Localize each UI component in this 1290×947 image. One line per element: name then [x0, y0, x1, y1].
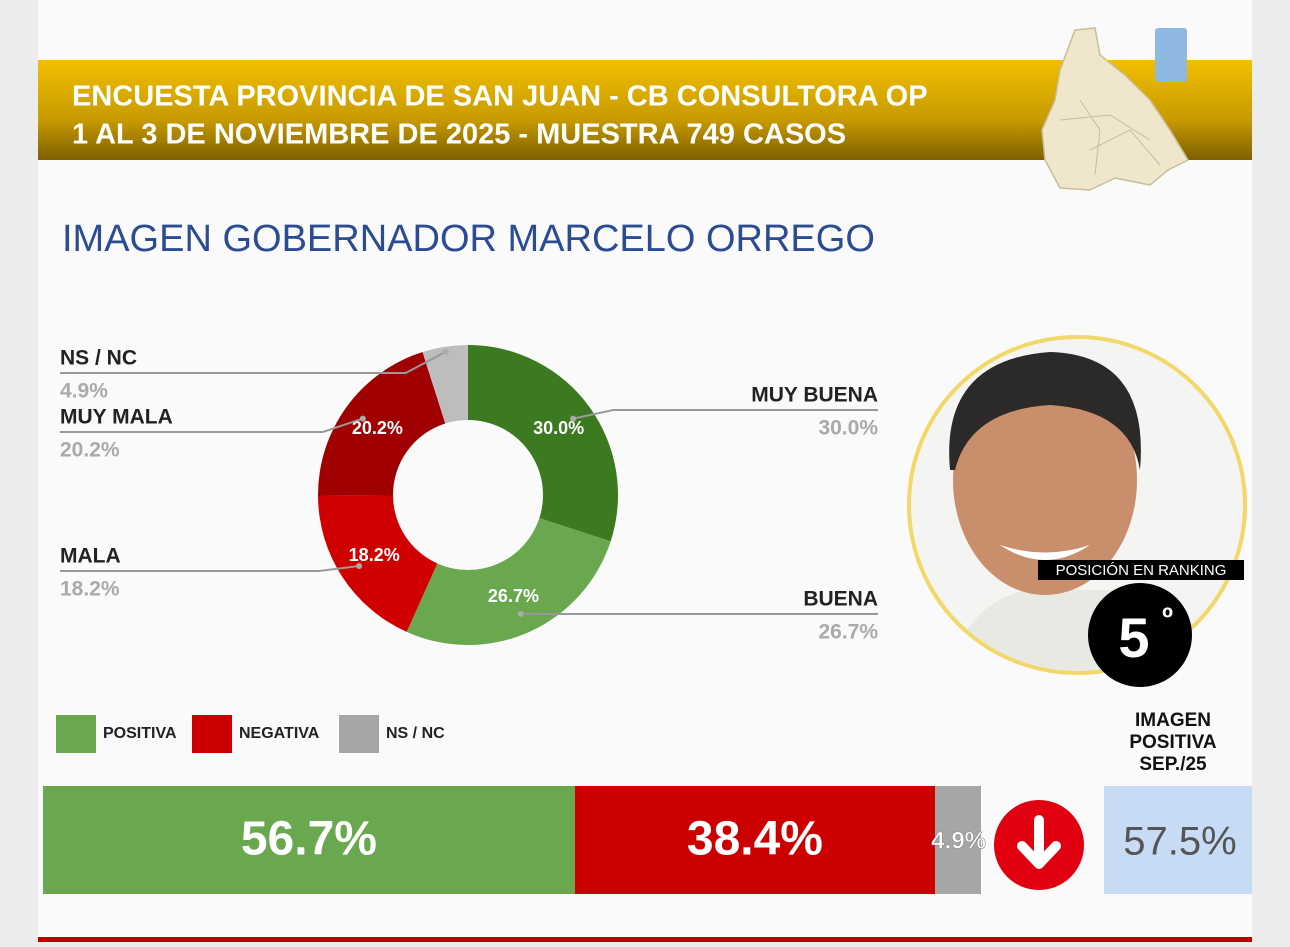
map-icon: [1155, 28, 1187, 82]
leader-dot: [356, 563, 362, 569]
legend-swatch: [56, 715, 96, 753]
category-value: 30.0%: [818, 417, 878, 440]
comparison-value: 57.5%: [1123, 820, 1236, 864]
footer-line: [38, 937, 1252, 942]
ranking-label: POSICIÓN EN RANKING: [1056, 562, 1227, 579]
leader-dot: [360, 416, 366, 422]
bar-label: 38.4%: [687, 813, 823, 866]
leader-dot: [518, 611, 524, 617]
legend-swatch: [192, 715, 232, 753]
slice-label: 18.2%: [349, 545, 400, 565]
slice-label: 26.7%: [488, 586, 539, 606]
legend-label: POSITIVA: [103, 725, 177, 742]
category-label: MALA: [60, 545, 121, 568]
header-line: ENCUESTA PROVINCIA DE SAN JUAN - CB CONS…: [72, 81, 928, 113]
bar-label: 4.9%: [931, 827, 986, 854]
category-label: MUY MALA: [60, 406, 173, 429]
leader-dot: [443, 349, 449, 355]
header-line: 1 AL 3 DE NOVIEMBRE DE 2025 - MUESTRA 74…: [72, 119, 846, 151]
slice-label: 30.0%: [533, 418, 584, 438]
bar-label: 56.7%: [241, 813, 377, 866]
leader-dot: [570, 416, 576, 422]
legend-label: NS / NC: [386, 725, 445, 742]
legend-label: NEGATIVA: [239, 725, 320, 742]
legend-swatch: [339, 715, 379, 753]
category-value: 4.9%: [60, 380, 108, 403]
category-label: NS / NC: [60, 347, 137, 370]
category-value: 26.7%: [818, 621, 878, 644]
comparison-label: IMAGEN: [1135, 710, 1211, 731]
ranking-number: 5: [1118, 606, 1149, 669]
comparison-label: SEP./25: [1139, 754, 1207, 775]
ranking-ordinal: º: [1162, 602, 1173, 635]
category-label: BUENA: [803, 588, 878, 611]
chart-title: IMAGEN GOBERNADOR MARCELO ORREGO: [62, 218, 875, 260]
comparison-label: POSITIVA: [1129, 732, 1217, 753]
category-value: 20.2%: [60, 439, 120, 462]
slice-label: 20.2%: [352, 418, 403, 438]
category-label: MUY BUENA: [751, 384, 878, 407]
category-value: 18.2%: [60, 578, 120, 601]
